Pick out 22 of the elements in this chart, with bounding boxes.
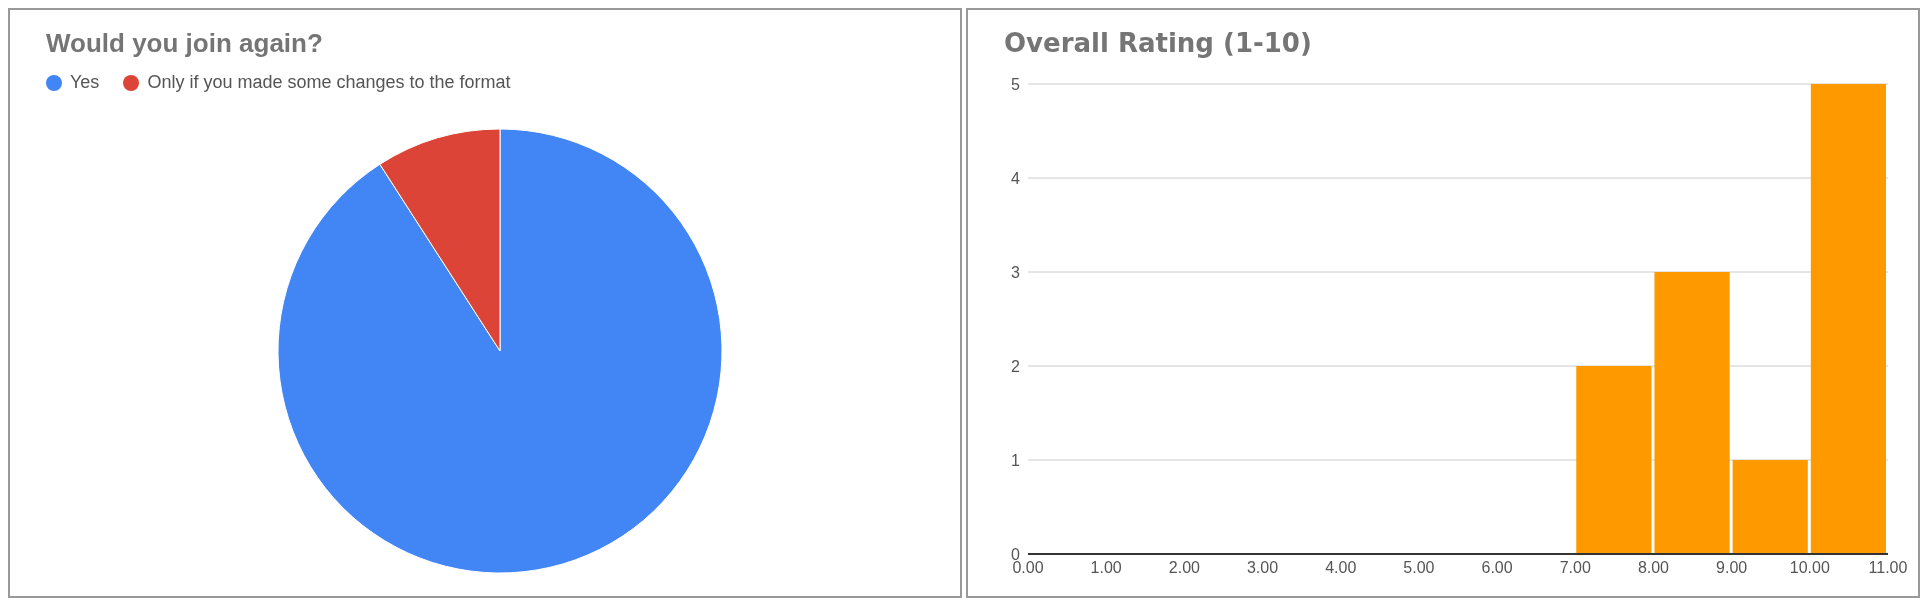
x-tick-label: 6.00 [1481, 559, 1513, 577]
chart-title: Overall Rating (1-10) [1004, 28, 1313, 60]
y-tick-label: 4 [1011, 169, 1021, 187]
x-tick-label: 3.00 [1246, 559, 1279, 577]
x-tick-label: 11.00 [1868, 559, 1908, 577]
x-tick-label: 10.00 [1789, 559, 1830, 577]
y-tick-label: 2 [1011, 357, 1021, 375]
y-tick-label: 3 [1011, 263, 1021, 281]
x-tick-label: 2.00 [1168, 559, 1201, 577]
pie-slice [277, 128, 723, 574]
x-tick-label: 0.00 [1012, 559, 1044, 577]
x-tick-label: 8.00 [1637, 559, 1670, 577]
x-tick-label: 1.00 [1090, 559, 1122, 577]
y-tick-label: 1 [1011, 451, 1021, 469]
x-tick-label: 5.00 [1403, 559, 1435, 577]
y-tick-label: 5 [1011, 75, 1021, 93]
legend-label: Yes [69, 72, 100, 93]
x-tick-label: 7.00 [1559, 559, 1591, 577]
x-tick-label: 9.00 [1716, 559, 1748, 577]
chart-title: Would you join again? [46, 28, 324, 60]
legend-label: Only if you made some changes to the format [146, 72, 511, 93]
x-tick-label: 4.00 [1325, 559, 1357, 577]
